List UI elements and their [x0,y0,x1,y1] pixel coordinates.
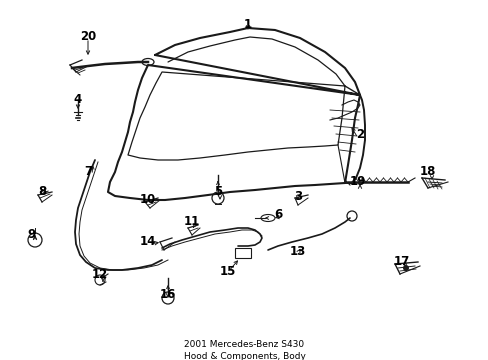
Circle shape [402,265,408,271]
Text: 4: 4 [74,93,82,106]
Text: 2: 2 [355,128,364,141]
Text: 6: 6 [273,208,282,221]
Text: 1: 1 [244,18,251,31]
Text: 5: 5 [213,185,222,198]
Text: 20: 20 [80,30,96,43]
Text: 18: 18 [419,165,435,178]
Bar [235,248,250,258]
Text: 10: 10 [140,193,156,206]
Text: 19: 19 [349,175,366,188]
Text: 3: 3 [293,190,302,203]
Text: 8: 8 [38,185,46,198]
Text: 17: 17 [393,255,409,268]
Text: 13: 13 [289,245,305,258]
Text: 9: 9 [28,228,36,241]
Text: 11: 11 [183,215,200,228]
Text: 7: 7 [84,165,92,178]
Text: 12: 12 [92,268,108,281]
Text: 14: 14 [140,235,156,248]
Text: 16: 16 [160,288,176,301]
Text: 2001 Mercedes-Benz S430
Hood & Components, Body: 2001 Mercedes-Benz S430 Hood & Component… [183,340,305,360]
Text: 15: 15 [220,265,236,278]
